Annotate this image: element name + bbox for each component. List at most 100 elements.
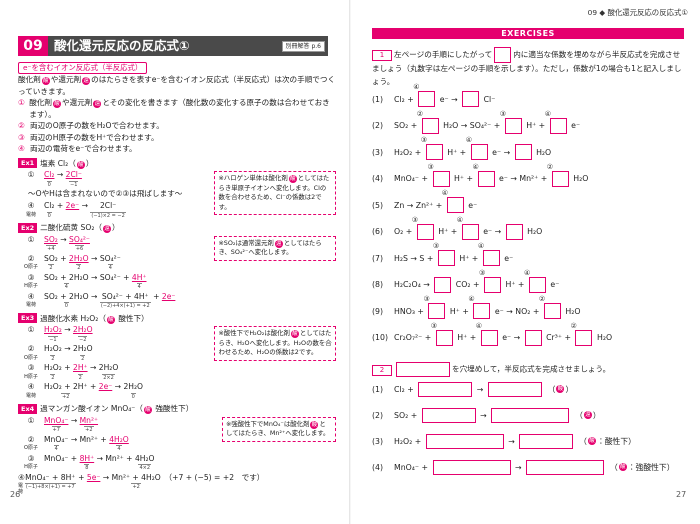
text: 両辺の電荷をe⁻で合わせます。 bbox=[30, 144, 137, 153]
step-label: ③ bbox=[499, 109, 507, 118]
text: → bbox=[61, 344, 73, 353]
formula: MnO₄⁻ bbox=[44, 415, 69, 425]
term: 2H₂O 0 bbox=[123, 381, 143, 400]
exercise-item: (2) SO₂ + → （還） bbox=[372, 402, 692, 428]
text: H⁺ + bbox=[454, 333, 479, 343]
row-number: ① bbox=[18, 324, 44, 336]
row-number: ① bbox=[18, 234, 44, 246]
text: + bbox=[61, 363, 73, 372]
header-title-bar: 酸化還元反応の反応式① 別冊解答 p.6 bbox=[48, 36, 328, 56]
text: → Mn²⁺ + bbox=[68, 434, 110, 444]
answer-box: ③ bbox=[423, 295, 446, 320]
under-value: 2 bbox=[50, 373, 56, 381]
text: Cl₂ + bbox=[394, 384, 417, 394]
example-row: ① SO₂ +4 → SO₄²⁻ +6 bbox=[18, 234, 210, 253]
row-number: ④ 電荷 bbox=[18, 381, 44, 399]
text: HNO₃ + bbox=[394, 306, 427, 316]
step-number: ③ bbox=[27, 272, 35, 282]
row-label: 電荷 bbox=[18, 483, 24, 495]
formula: H₂O₂ bbox=[44, 344, 62, 353]
text: ※強酸性下でMnO₄⁻は酸化剤 bbox=[226, 419, 310, 428]
text: CO₂ + bbox=[453, 280, 482, 290]
text: H₂O₂ + bbox=[394, 147, 424, 157]
under-value: 4×2 bbox=[138, 464, 152, 471]
text: → bbox=[100, 472, 112, 482]
text: ） bbox=[565, 384, 574, 394]
answer-box: ③ bbox=[428, 163, 450, 187]
text: ※酸性下でH₂O₂は酸化剤 bbox=[218, 329, 290, 337]
item-number: (2) bbox=[372, 121, 384, 131]
exercise-item: (10) Cr₂O₇²⁻ + ③ H⁺ + ④ e⁻ → Cr³⁺ + ② H₂O bbox=[372, 322, 692, 352]
page-number: 27 bbox=[676, 490, 687, 499]
answer-box bbox=[418, 381, 473, 397]
term: Mn²⁺ +2 bbox=[80, 415, 98, 434]
text: e⁻ bbox=[501, 253, 514, 263]
row-label: 電荷 bbox=[25, 392, 36, 399]
under-value: 4 bbox=[53, 445, 59, 452]
example-title: 二酸化硫黄 SO₂（還） bbox=[40, 222, 120, 234]
text: 内に適当な係数を埋めながら半反応式を完成させましょう（丸数字は左ページの手順を示… bbox=[372, 50, 682, 86]
exercise-item: (1) Cl₂ + ④ e⁻ → Cl⁻ bbox=[372, 83, 692, 113]
text: O₂ + bbox=[394, 227, 415, 237]
text: → bbox=[505, 436, 518, 446]
example-row: ④ 電荷 Cl₂ 0 + 2e⁻ → 2Cl⁻ (−1)×2 = −2 bbox=[18, 200, 210, 219]
term: H₂O₂ −1 bbox=[44, 324, 62, 343]
header-title: 酸化還元反応の反応式① bbox=[54, 38, 190, 53]
answer-box bbox=[524, 329, 542, 346]
answer-box: ② bbox=[570, 322, 593, 346]
answer-box: ④ bbox=[478, 242, 500, 267]
item-number: (1) bbox=[372, 94, 384, 104]
step-text: 両辺の電荷をe⁻で合わせます。 bbox=[30, 143, 137, 155]
formula: Mn²⁺ bbox=[79, 415, 99, 425]
term: 4H⁺ 4 bbox=[132, 272, 147, 291]
text: や還元剤 bbox=[62, 98, 93, 107]
step-number: ① bbox=[27, 234, 35, 244]
item-number: (1) bbox=[372, 384, 384, 394]
step-label: ④ bbox=[472, 162, 479, 171]
term: H₂O₂ 2 bbox=[44, 362, 62, 381]
text: → bbox=[88, 272, 100, 282]
under-value: −1 bbox=[48, 335, 58, 343]
term: Mn²⁺ + 4H₂O +2 bbox=[112, 472, 161, 491]
step-label: ③ bbox=[479, 268, 486, 277]
text: としてはたらき単原子イオンへ変化します。Clの数を合わせるため、Cl⁻の係数は2… bbox=[218, 174, 330, 211]
answer-box bbox=[396, 362, 450, 377]
equation: Cl₂ 0 + 2e⁻ → 2Cl⁻ (−1)×2 = −2 bbox=[44, 200, 126, 219]
text: H⁺ + bbox=[503, 280, 527, 290]
example-row: ① H₂O₂ −1 → 2H₂O −2 bbox=[18, 324, 210, 343]
text: H₂S → S + bbox=[394, 253, 436, 263]
exercise-item: (4) MnO₄⁻ + ③ H⁺ + ④ e⁻ → Mn²⁺ + ② H₂O bbox=[372, 162, 692, 193]
under-value: 4 bbox=[116, 445, 122, 452]
text: H₂O bbox=[570, 174, 589, 184]
text: 酸化剤 bbox=[29, 98, 53, 107]
example-row: ③ H原子 SO₂ + 2H₂O 4 → SO₄²⁻ + 4H⁺ 4 bbox=[18, 272, 210, 291]
left-content: e⁻を含むイオン反応式（半反応式） 酸化剤酸や還元剤還のはたらきを表すe⁻を含む… bbox=[18, 62, 336, 495]
row-label: H原子 bbox=[24, 464, 38, 470]
formula: 8H⁺ bbox=[79, 453, 95, 463]
answer-box bbox=[421, 407, 476, 423]
row-label: O原子 bbox=[24, 264, 38, 270]
formula: SO₂ + 2H₂O bbox=[44, 291, 89, 301]
example-row: ② O原子 MnO₄⁻ 4 → Mn²⁺ + 4H₂O 4 bbox=[18, 434, 218, 453]
exercise-item: (3) H₂O₂ + ③ H⁺ + ④ e⁻ → H₂O bbox=[372, 136, 692, 166]
step-number: ④ bbox=[27, 382, 35, 391]
answer-box bbox=[434, 276, 452, 293]
example-rows: ① SO₂ +4 → SO₄²⁻ +6 ② O原子 SO₂ 2 + 2H₂O 2 → SO₄²⁻… bbox=[18, 234, 210, 310]
text: Cl₂ + bbox=[394, 94, 417, 104]
term: 2Cl⁻ (−1)×2 = −2 bbox=[90, 200, 126, 219]
term: 2H₂O 2 bbox=[69, 253, 89, 272]
under-value: +7 bbox=[51, 426, 61, 433]
under-value: −1 bbox=[69, 180, 79, 188]
text: + bbox=[120, 272, 132, 282]
term: SO₂ + 2H₂O 4 bbox=[44, 272, 89, 291]
text: （+7 + (−5) = +2 です） bbox=[160, 472, 265, 482]
equation: MnO₄⁻ +7 → Mn²⁺ +2 bbox=[44, 415, 98, 434]
formula: SO₄²⁻ bbox=[99, 272, 121, 282]
answer-box bbox=[526, 459, 605, 475]
exercise-item: (8) H₂C₂O₄ → CO₂ + ③ H⁺ + ④ e⁻ bbox=[372, 268, 692, 299]
step-label: ③ bbox=[411, 215, 419, 224]
example-rows: ① H₂O₂ −1 → 2H₂O −2 ② O原子 H₂O₂ 2 → 2H₂O 2 ③ H原子 H₂O… bbox=[18, 324, 210, 400]
answer-box: ③ bbox=[421, 136, 443, 161]
answer-box: ④ bbox=[468, 295, 491, 320]
under-value: 8 bbox=[84, 464, 90, 471]
